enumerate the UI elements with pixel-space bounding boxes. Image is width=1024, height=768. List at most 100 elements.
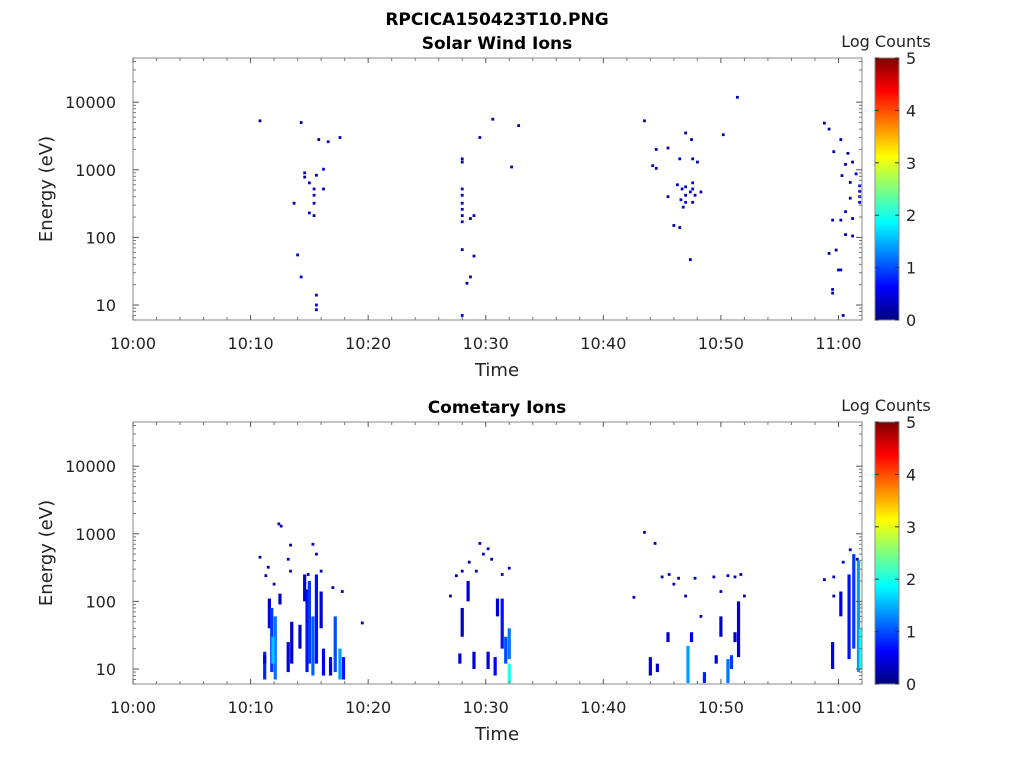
- data-cell: [315, 308, 318, 312]
- data-cell: [844, 233, 847, 236]
- data-cell: [854, 172, 858, 176]
- colorbar-ticks: 0 1 2 3 4 5: [875, 413, 916, 694]
- data-cell: [299, 275, 303, 279]
- data-column: [504, 636, 508, 664]
- data-cell: [632, 595, 636, 599]
- data-cell: [469, 217, 472, 220]
- data-column: [460, 607, 464, 637]
- data-cell: [834, 248, 838, 252]
- data-column: [729, 655, 734, 670]
- data-cell: [460, 157, 464, 161]
- data-cell: [678, 157, 682, 161]
- data-cell: [841, 560, 845, 564]
- data-cell: [822, 121, 826, 125]
- x-tick-label: 10:30: [463, 698, 509, 717]
- data-cell: [510, 165, 514, 169]
- data-column: [839, 591, 843, 617]
- data-cell: [292, 201, 296, 205]
- y-tick-label: 10000: [65, 93, 116, 112]
- plot-area: [133, 422, 862, 684]
- data-column: [733, 632, 737, 643]
- data-cell: [486, 547, 490, 551]
- data-cell: [331, 586, 335, 589]
- data-cell: [303, 175, 307, 179]
- data-cell: [264, 574, 268, 578]
- data-cell: [338, 136, 342, 139]
- data-cell: [666, 146, 670, 150]
- data-cell: [846, 151, 850, 155]
- data-column: [303, 574, 307, 602]
- data-cell: [312, 193, 316, 197]
- data-cell: [851, 217, 854, 220]
- data-cell: [467, 560, 471, 564]
- data-column: [278, 593, 282, 605]
- data-cell: [848, 196, 852, 200]
- data-cell: [695, 160, 699, 164]
- data-cell: [848, 181, 852, 184]
- y-axis-label: Energy (eV): [36, 500, 57, 606]
- colorbar: [874, 57, 900, 321]
- data-cell: [326, 140, 330, 144]
- y-tick-label: 10: [96, 296, 116, 315]
- data-column: [507, 628, 511, 660]
- data-cell: [340, 590, 344, 593]
- data-cell: [360, 621, 364, 625]
- data-cell: [460, 569, 464, 573]
- data-column: [686, 645, 690, 684]
- data-cell: [449, 594, 452, 598]
- data-cell: [855, 557, 859, 561]
- data-cell: [500, 573, 504, 576]
- data-column: [458, 653, 462, 664]
- data-cells: [258, 95, 862, 317]
- data-cell: [837, 268, 840, 272]
- data-column: [736, 601, 741, 658]
- x-tick-label: 10:10: [228, 698, 274, 717]
- data-cell: [699, 614, 703, 618]
- data-cell: [839, 218, 843, 222]
- data-cell: [289, 543, 292, 547]
- axes: 10:00 10:10 10:20 10:30 10:40 10:50 11:00 10 100…: [65, 422, 863, 717]
- data-column: [298, 624, 302, 649]
- data-column: [847, 574, 851, 660]
- x-tick-label: 10:40: [580, 334, 626, 353]
- x-tick-label: 10:40: [580, 698, 626, 717]
- data-cell: [858, 200, 862, 204]
- y-tick-label: 10: [96, 660, 116, 679]
- data-column: [305, 589, 309, 673]
- data-cell: [277, 522, 281, 526]
- data-column: [286, 642, 290, 673]
- cometary-panel: Cometary Ions 10:00 10:10 10:20 10:30 10:40 1…: [36, 396, 931, 745]
- panel-title: Solar Wind Ions: [422, 34, 573, 54]
- data-column: [507, 663, 511, 684]
- data-cell: [460, 193, 464, 197]
- data-cell: [311, 542, 315, 546]
- data-column: [655, 663, 660, 673]
- data-cell: [827, 251, 831, 255]
- data-cell: [690, 138, 693, 141]
- data-cell: [688, 190, 692, 194]
- data-cell: [839, 268, 843, 272]
- data-cell: [643, 119, 646, 123]
- colorbar-tick-label: 4: [906, 465, 916, 484]
- panel-title: Cometary Ions: [428, 398, 567, 418]
- data-cell: [491, 117, 495, 121]
- data-cell: [460, 207, 464, 211]
- data-cell: [839, 138, 843, 141]
- x-tick-label: 10:50: [698, 698, 744, 717]
- data-cell: [266, 565, 270, 569]
- colorbar: [874, 421, 900, 685]
- colorbar-tick-label: 3: [906, 154, 916, 173]
- data-cell: [691, 200, 695, 204]
- data-cell: [299, 121, 303, 124]
- data-cell: [315, 303, 318, 307]
- data-cell: [317, 138, 321, 141]
- data-cell: [693, 193, 697, 197]
- data-cell: [691, 187, 695, 191]
- y-tick-label: 100: [85, 592, 116, 611]
- colorbar-tick-label: 2: [906, 570, 916, 589]
- data-cell: [684, 193, 688, 197]
- data-cell: [739, 573, 743, 576]
- data-cell: [832, 150, 836, 154]
- data-cell: [726, 574, 730, 578]
- colorbar-tick-label: 2: [906, 206, 916, 225]
